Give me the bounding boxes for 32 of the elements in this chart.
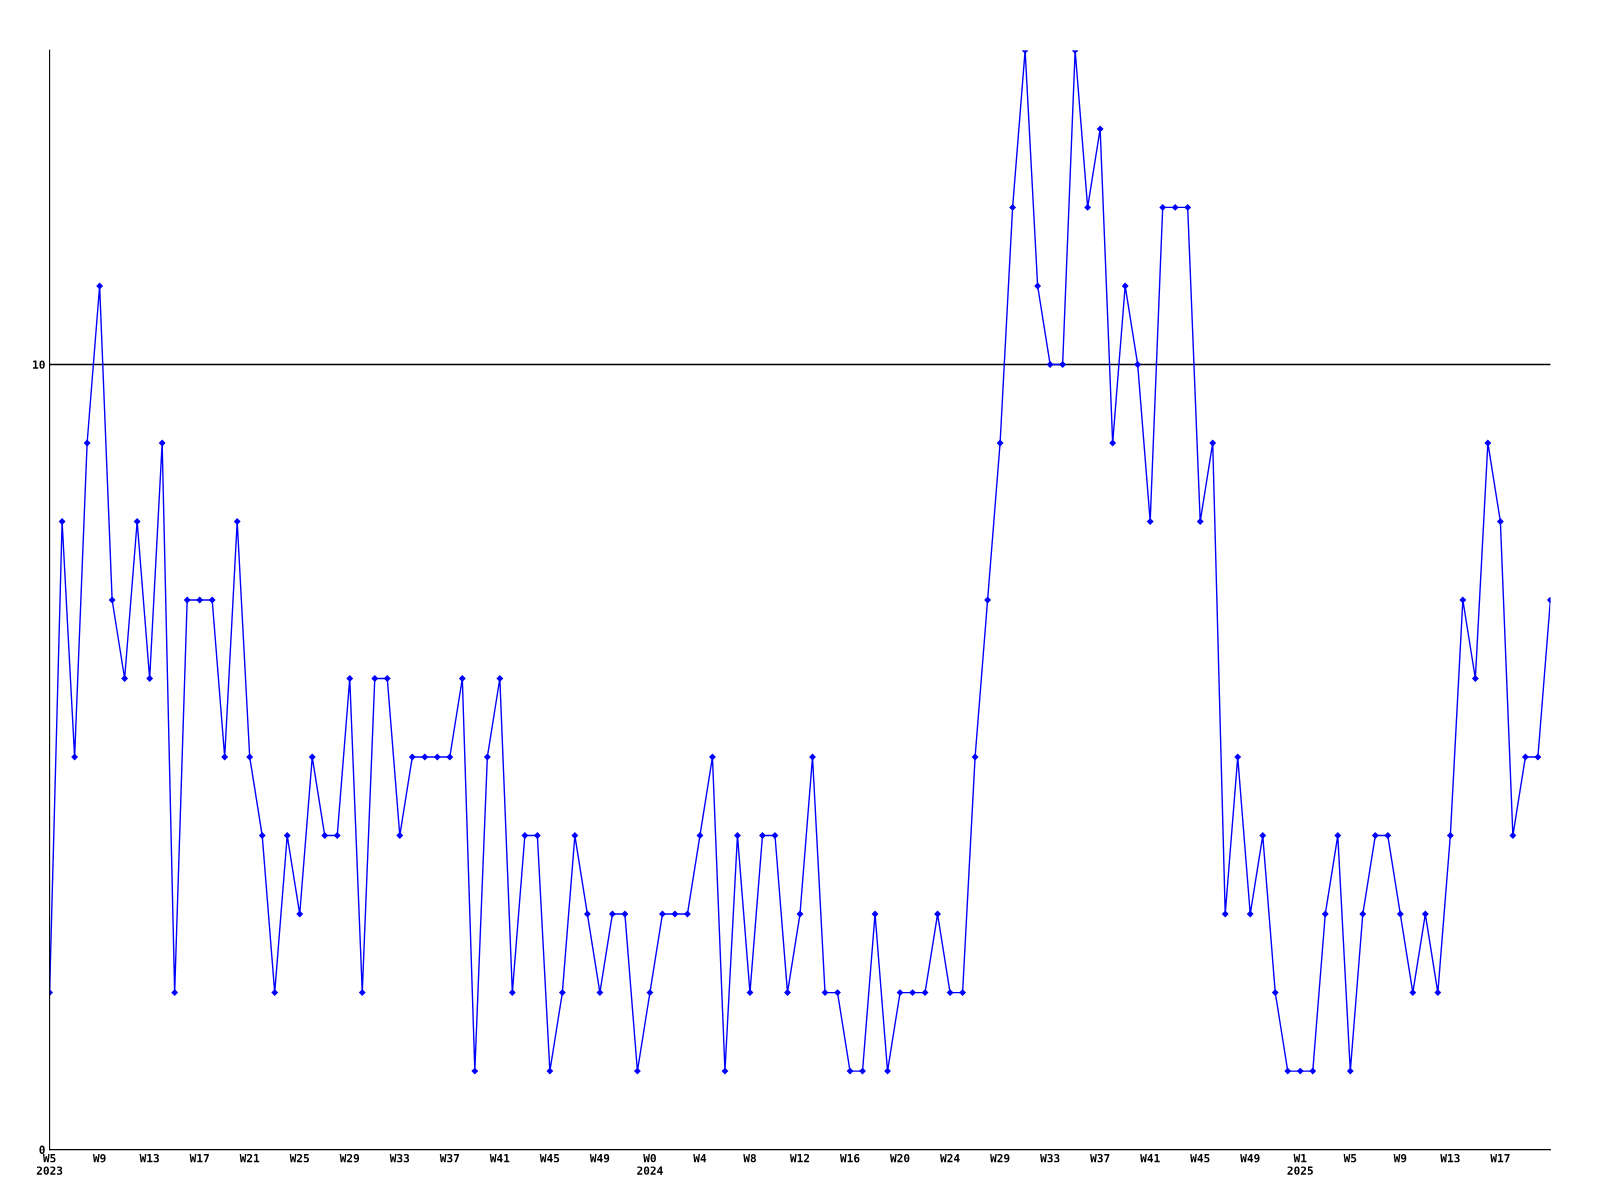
x-tick-label: W45 (1190, 1154, 1210, 1163)
x-tick-label: W45 (539, 1154, 560, 1163)
y-tick-label: 10 (33, 360, 45, 369)
x-tick-label: W41 (489, 1154, 510, 1163)
x-tick-label: W49 (589, 1154, 610, 1163)
x-tick-label: W24 (940, 1153, 960, 1163)
x-tick-label: W37 (1090, 1153, 1110, 1163)
x-tick-label: W16 (839, 1153, 860, 1163)
x-tick-label: W37 (439, 1153, 460, 1163)
x-tick-label: W13 (139, 1153, 159, 1163)
x-tick-label: W9 (92, 1154, 106, 1163)
x-tick-label: W17 (1490, 1154, 1510, 1163)
x-tick-label: W33 (1040, 1153, 1060, 1163)
x-tick-label: W41 (1140, 1154, 1160, 1163)
x-tick-label: W9 (1393, 1154, 1407, 1163)
x-tick-label: W12 (789, 1153, 810, 1163)
x-tick-label: W5 (1343, 1154, 1357, 1163)
x-tick-label: W0 2024 (637, 1153, 663, 1175)
x-tick-label: W17 (189, 1154, 209, 1163)
x-tick-label: W33 (389, 1153, 410, 1163)
x-tick-label: W1 2025 (1287, 1154, 1313, 1175)
x-tick-label: W25 (289, 1153, 310, 1163)
x-tick-label: W20 (890, 1153, 910, 1163)
x-tick-label: W21 (239, 1153, 260, 1163)
x-tick-label: W49 (1240, 1154, 1260, 1163)
x-tick-label: W5 2023 (36, 1154, 63, 1175)
x-tick-label: W8 (743, 1153, 756, 1163)
x-tick-label: W29 (339, 1153, 360, 1163)
y-tick-label: 0 (39, 1145, 45, 1154)
x-tick-label: W29 (990, 1153, 1010, 1163)
x-tick-label: W4 (693, 1154, 707, 1163)
x-tick-label: W13 (1440, 1153, 1460, 1163)
